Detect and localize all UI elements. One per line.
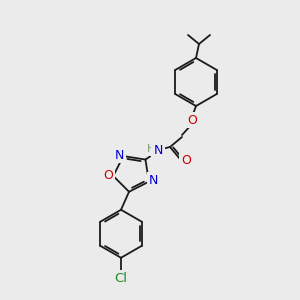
Text: N: N: [153, 143, 163, 157]
Text: H: H: [147, 144, 155, 154]
Text: Cl: Cl: [115, 272, 128, 285]
Text: O: O: [187, 113, 197, 127]
Text: O: O: [181, 154, 191, 167]
Text: N: N: [149, 174, 159, 187]
Text: N: N: [115, 148, 124, 162]
Text: O: O: [103, 169, 113, 182]
